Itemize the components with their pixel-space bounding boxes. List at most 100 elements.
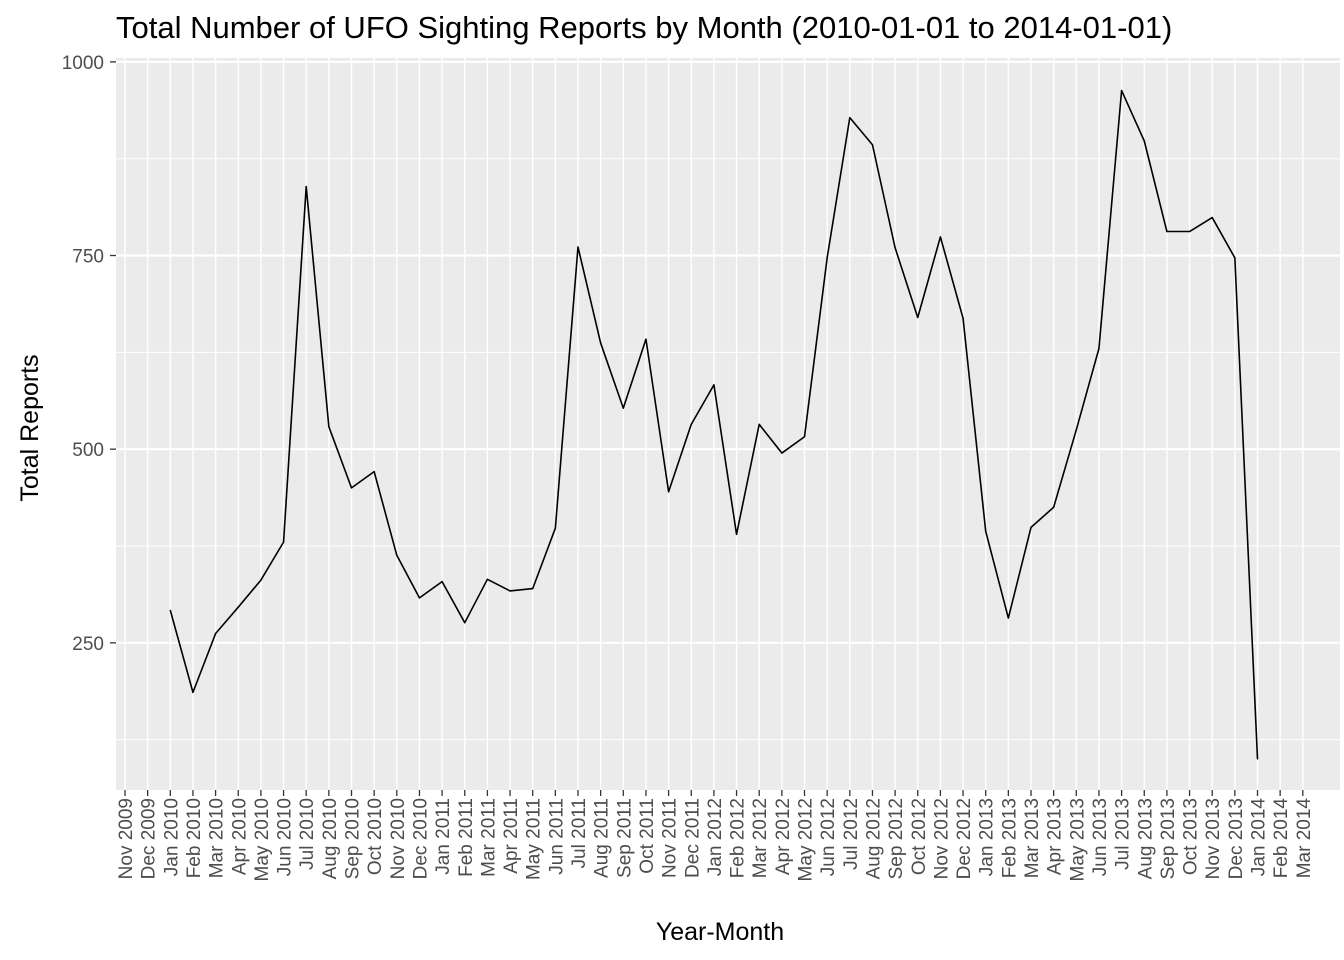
x-tick-label: Nov 2010 <box>388 798 409 879</box>
data-point <box>237 606 239 608</box>
x-tick-label: Jun 2011 <box>546 798 567 875</box>
data-point <box>758 423 760 425</box>
data-point <box>418 597 421 599</box>
x-tick-label: Apr 2013 <box>1045 798 1066 875</box>
x-tick-label: Sep 2012 <box>886 798 907 879</box>
x-tick-label: Nov 2011 <box>660 798 681 878</box>
x-tick-label: Mar 2013 <box>1022 798 1043 878</box>
x-tick-label: Apr 2011 <box>501 798 522 874</box>
data-point <box>803 436 806 438</box>
x-tick-label: Sep 2010 <box>343 798 364 879</box>
data-point <box>1053 506 1055 508</box>
y-axis: 250 500 750 1000 <box>62 53 116 655</box>
x-tick-label: Feb 2012 <box>728 798 749 878</box>
data-point <box>600 342 602 344</box>
x-tick-label: Jul 2010 <box>297 798 318 870</box>
y-tick-label: 250 <box>72 634 104 655</box>
data-point <box>1143 140 1145 142</box>
data-point <box>1030 526 1032 529</box>
data-point <box>1121 89 1123 92</box>
x-tick-label: Dec 2012 <box>954 798 975 879</box>
series-layer <box>169 89 1259 760</box>
x-tick-label: Jan 2013 <box>977 798 998 876</box>
data-point <box>192 691 194 694</box>
data-point <box>917 316 919 319</box>
gridlines-x <box>124 58 1304 790</box>
x-tick-label: Dec 2009 <box>139 798 160 879</box>
x-tick-label: Oct 2012 <box>909 798 930 875</box>
data-point <box>260 579 262 581</box>
x-tick-label: Nov 2013 <box>1203 798 1224 879</box>
minor-gridlines-y <box>116 158 1340 741</box>
data-point <box>871 144 874 146</box>
data-point <box>396 554 398 556</box>
x-tick-label: Feb 2011 <box>456 798 477 877</box>
data-point <box>1211 216 1213 219</box>
x-tick-label: Mar 2014 <box>1294 798 1315 879</box>
data-point <box>282 541 285 543</box>
x-tick-label: Jun 2013 <box>1090 798 1111 876</box>
data-point <box>554 527 556 529</box>
data-point <box>1166 230 1168 233</box>
x-tick-label: Nov 2012 <box>931 798 952 879</box>
data-point <box>826 257 828 259</box>
x-tick-label: Nov 2009 <box>116 798 137 879</box>
data-point <box>690 423 692 425</box>
x-tick-label: Dec 2010 <box>410 798 431 879</box>
data-point <box>215 632 217 635</box>
data-point <box>645 338 647 340</box>
data-point <box>849 117 851 119</box>
data-point <box>622 407 624 409</box>
data-point <box>668 491 670 493</box>
x-tick-label: Apr 2012 <box>773 798 794 875</box>
x-tick-label: Jul 2011 <box>569 798 590 868</box>
data-point <box>464 622 466 624</box>
x-tick-label: Mar 2012 <box>750 798 771 878</box>
chart-title: Total Number of UFO Sighting Reports by … <box>116 10 1173 45</box>
y-tick-label: 500 <box>72 440 104 461</box>
y-tick-label: 1000 <box>62 53 104 74</box>
data-point <box>305 185 307 188</box>
x-tick-label: Jan 2014 <box>1249 798 1270 877</box>
y-axis-title: Total Reports <box>16 354 44 501</box>
x-tick-label: Apr 2010 <box>229 798 250 875</box>
major-gridlines-y <box>116 60 1340 644</box>
x-tick-label: Aug 2011 <box>592 798 613 878</box>
x-tick-label: Mar 2011 <box>478 798 499 877</box>
x-axis-title: Year-Month <box>656 918 784 946</box>
data-point <box>1234 257 1236 259</box>
x-tick-label: Aug 2012 <box>863 798 884 879</box>
x-tick-label: Feb 2014 <box>1271 798 1292 879</box>
x-tick-label: Jul 2013 <box>1113 798 1134 870</box>
x-tick-label: Jun 2012 <box>818 798 839 876</box>
x-tick-label: May 2011 <box>524 798 545 880</box>
x-tick-label: Oct 2013 <box>1181 798 1202 875</box>
x-tick-label: Mar 2010 <box>207 798 228 878</box>
x-tick-label: Oct 2011 <box>637 798 658 874</box>
data-point <box>894 247 896 249</box>
x-tick-label: Feb 2010 <box>184 798 205 878</box>
data-point <box>939 236 942 238</box>
data-point <box>441 581 443 583</box>
data-point <box>1075 429 1077 431</box>
data-point <box>328 426 330 428</box>
x-axis: Nov 2009 Dec 2009 Jan 2010 Feb 2010 Mar 2010… <box>116 790 1315 881</box>
data-point <box>169 609 171 611</box>
x-tick-label: Dec 2011 <box>682 798 703 878</box>
x-tick-label: Sep 2011 <box>614 798 635 878</box>
data-point <box>532 588 534 590</box>
data-point <box>1098 347 1100 350</box>
x-tick-label: Oct 2010 <box>365 798 386 875</box>
data-point <box>350 487 353 489</box>
data-point <box>962 317 964 319</box>
data-point <box>509 590 511 592</box>
x-tick-label: Jan 2010 <box>161 798 182 876</box>
x-tick-label: Jan 2012 <box>705 798 726 876</box>
data-point <box>735 533 738 535</box>
data-point <box>781 452 783 454</box>
x-tick-label: Jan 2011 <box>433 798 454 875</box>
x-tick-label: Aug 2010 <box>320 798 341 879</box>
y-tick-label: 750 <box>72 247 104 268</box>
data-point <box>1007 617 1009 619</box>
